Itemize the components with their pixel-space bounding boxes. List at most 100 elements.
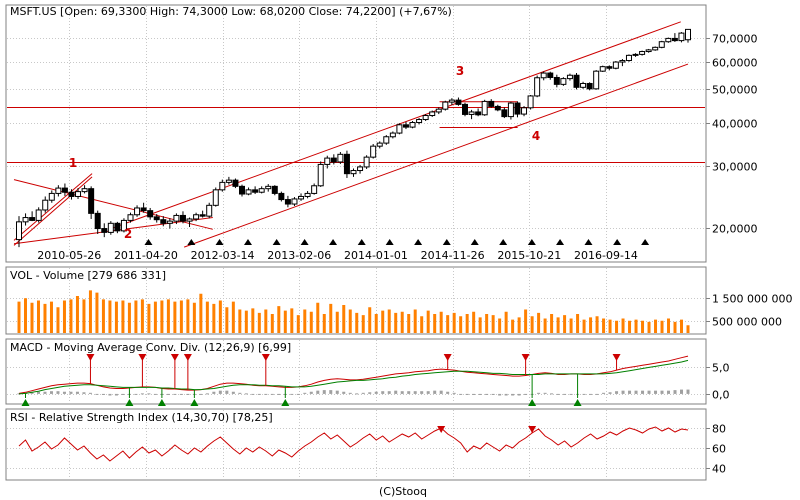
candle-body: [514, 102, 521, 115]
macd-buy-marker: [573, 399, 582, 406]
candle-body: [475, 111, 482, 116]
volume-bar: [530, 316, 534, 333]
copyright-footer: (C)Stooq: [379, 485, 427, 498]
macd-histogram-bar: [166, 393, 170, 395]
macd-buy-marker: [21, 399, 30, 406]
candle-body: [147, 210, 154, 218]
volume-bar: [459, 316, 463, 333]
macd-histogram-bar: [491, 393, 495, 395]
volume-bar: [589, 317, 593, 333]
macd-histogram-bar: [244, 393, 248, 395]
candle-body: [35, 209, 42, 221]
price-signal-marker: [470, 239, 479, 245]
macd-buy-marker: [190, 399, 199, 406]
volume-bar: [69, 299, 73, 333]
macd-signal-line: [18, 359, 689, 395]
volume-bar: [498, 318, 502, 333]
volume-bar: [238, 309, 242, 333]
macd-sell-marker: [521, 354, 530, 361]
rsi-sell-marker: [528, 426, 537, 433]
candle-body: [75, 191, 82, 197]
volume-bar: [153, 301, 157, 333]
candle-body: [606, 66, 613, 69]
volume-bar: [465, 314, 469, 333]
candle-body: [258, 188, 265, 193]
rsi-sell-marker: [437, 426, 446, 433]
candle-body: [271, 185, 278, 194]
macd-sell-marker: [170, 354, 179, 361]
macd-histogram-bar: [634, 390, 638, 394]
volume-bar: [75, 296, 79, 333]
macd-histogram-bar: [582, 393, 586, 395]
volume-bar: [407, 314, 411, 333]
macd-histogram-bar: [628, 390, 632, 394]
macd-histogram-bar: [569, 393, 573, 395]
candle-body: [671, 37, 678, 42]
rsi-line: [18, 426, 689, 462]
volume-bar: [524, 309, 528, 333]
volume-bar: [485, 314, 489, 333]
macd-histogram-bar: [264, 393, 268, 395]
volume-bar: [673, 321, 677, 333]
candle-body: [219, 181, 226, 191]
candle-body: [560, 78, 567, 85]
macd-histogram-bar: [205, 393, 209, 395]
volume-bar: [654, 319, 658, 333]
volume-bar: [290, 308, 294, 333]
macd-histogram-bar: [433, 390, 437, 394]
candle-body: [317, 163, 324, 187]
volume-bar: [374, 314, 378, 333]
candle-body: [462, 103, 468, 115]
volume-bar: [49, 301, 53, 333]
volume-bar: [186, 299, 190, 333]
volume-bar: [205, 301, 209, 333]
macd-histogram-bar: [173, 393, 177, 395]
macd-histogram-bar: [452, 392, 456, 394]
macd-histogram-bar: [641, 390, 645, 394]
candle-body: [160, 219, 167, 224]
candle-body: [612, 61, 619, 69]
candle-body: [488, 100, 495, 107]
macd-histogram-bar: [504, 393, 508, 396]
price-signal-marker: [385, 239, 394, 245]
candle-body: [186, 218, 193, 222]
volume-bar: [264, 309, 268, 333]
volume-bar: [108, 300, 112, 333]
rsi-title: RSI - Relative Strength Index (14,30,70)…: [10, 411, 273, 424]
volume-bar: [303, 309, 307, 333]
macd-histogram-bar: [257, 393, 261, 395]
volume-bar: [621, 318, 625, 333]
volume-bar: [43, 303, 47, 333]
candle-body: [442, 101, 449, 110]
rsi-ytick-label: 40: [712, 463, 726, 476]
price-signal-marker: [499, 239, 508, 245]
macd-histogram-bar: [511, 393, 515, 396]
price-annotation-4: 4: [532, 129, 540, 143]
candle-body: [363, 156, 370, 168]
volume-bar: [95, 292, 99, 333]
candle-body: [166, 220, 173, 224]
candle-body: [599, 66, 606, 72]
volume-bar: [23, 298, 27, 333]
volume-bar: [134, 300, 138, 333]
macd-buy-marker: [281, 399, 290, 406]
macd-histogram-bar: [62, 391, 66, 394]
candle-body: [252, 189, 259, 193]
volume-bar: [160, 300, 164, 333]
price-signal-marker: [641, 239, 650, 245]
volume-bar: [231, 301, 235, 333]
volume-bar: [680, 319, 684, 333]
candle-body: [337, 153, 344, 163]
macd-histogram-bar: [602, 392, 606, 394]
price-trend-line: [13, 176, 93, 246]
volume-bar: [17, 301, 21, 333]
macd-histogram-bar: [69, 391, 73, 394]
price-xtick-label: 2014-11-26: [421, 249, 485, 262]
volume-bar: [348, 309, 352, 333]
volume-bar: [82, 299, 86, 333]
candle-body: [140, 207, 147, 212]
macd-histogram-bar: [374, 391, 378, 394]
volume-bar: [30, 302, 34, 333]
volume-bar: [277, 306, 281, 333]
